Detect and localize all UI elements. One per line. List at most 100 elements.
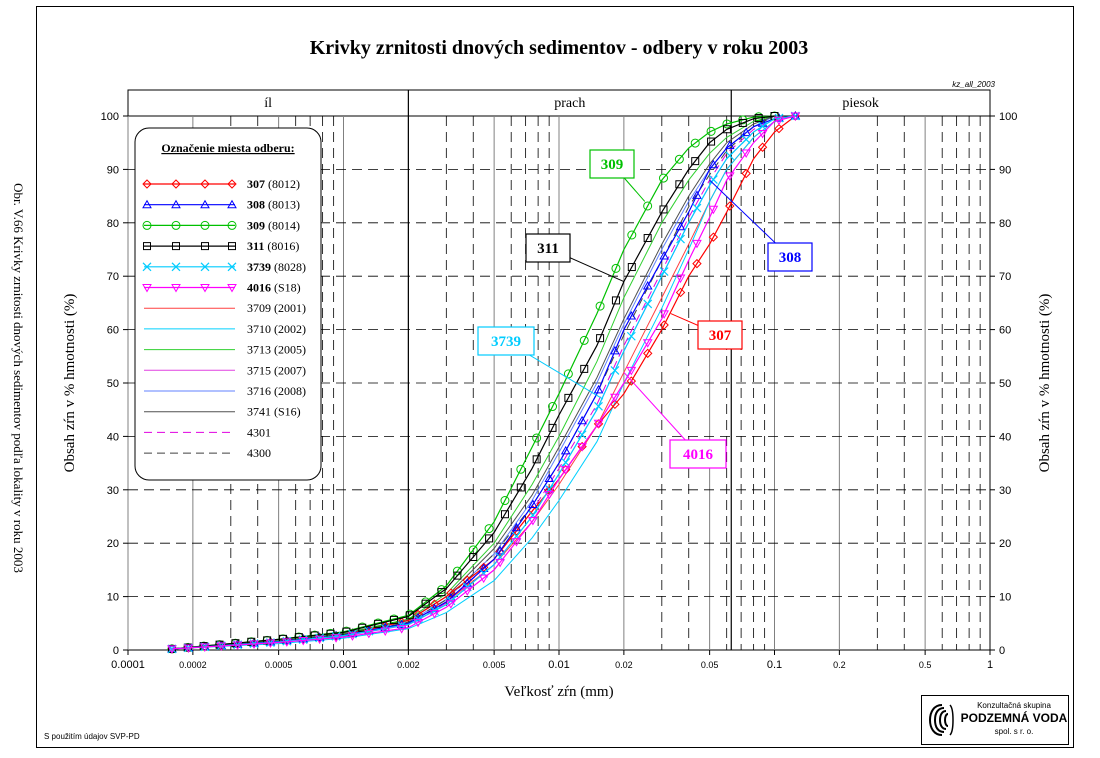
data-point	[643, 348, 653, 359]
data-point	[249, 638, 259, 647]
legend-item-3716: 3716 (2008)	[144, 384, 306, 398]
data-point-stroke	[200, 262, 210, 272]
legend-label: 3739 (8028)	[247, 260, 306, 274]
legend-label: 4301	[247, 425, 271, 439]
callout-309: 309	[589, 149, 646, 202]
legend-box	[134, 127, 322, 481]
callout-label: 308	[779, 250, 802, 266]
data-point	[626, 310, 637, 320]
logo-legal: spol. s r. o.	[994, 727, 1034, 736]
data-point	[511, 538, 522, 547]
legend: Označenie miesta odberu: 307 (8012) 308 (8…	[134, 127, 322, 481]
data-point	[659, 173, 669, 183]
y-tick-label-left: 60	[107, 325, 119, 337]
data-point	[754, 114, 763, 123]
data-point	[577, 430, 587, 440]
y-tick-label-left: 90	[107, 164, 119, 176]
data-point	[511, 522, 522, 532]
y-tick-label-right: 50	[999, 378, 1011, 390]
data-point	[708, 175, 718, 185]
data-point	[142, 179, 152, 189]
data-point-stroke	[315, 633, 325, 643]
data-point	[347, 632, 358, 641]
x-tick-label: 0.01	[548, 659, 569, 671]
data-point	[659, 267, 669, 277]
data-point	[659, 310, 670, 319]
data-point-stroke	[725, 151, 735, 161]
callout-box	[477, 326, 535, 356]
y-tick-label-right: 20	[999, 538, 1011, 550]
legend-label: 309 (8014)	[247, 218, 300, 232]
data-point	[200, 284, 210, 293]
callout-box	[669, 439, 727, 469]
x-tick-label: 0.001	[330, 659, 358, 671]
chart-title: Krivky zrnitosti dnových sedimentov - od…	[309, 37, 809, 59]
y-tick-label-right: 30	[999, 485, 1011, 497]
data-point	[227, 220, 237, 230]
callout-box	[767, 242, 813, 272]
zone-label: prach	[554, 96, 585, 111]
legend-item-4016: 4016 (S18)	[142, 281, 301, 295]
data-point	[722, 125, 731, 134]
y-tick-label-left: 80	[107, 218, 119, 230]
y-tick-label-right: 60	[999, 325, 1011, 337]
data-point	[532, 433, 542, 443]
data-point	[298, 634, 309, 643]
x-tick-label: 0.0001	[111, 659, 145, 671]
data-point	[642, 339, 653, 348]
data-point	[167, 645, 177, 654]
data-point	[298, 636, 309, 646]
data-point	[281, 638, 292, 647]
data-point-stroke	[171, 262, 181, 272]
data-point	[201, 242, 209, 251]
data-point	[611, 296, 620, 305]
data-point	[627, 263, 636, 272]
data-point	[758, 121, 767, 131]
series-line-311	[171, 115, 775, 650]
data-point	[485, 534, 494, 543]
legend-item-307: 307 (8012)	[142, 177, 300, 191]
data-point-stroke	[758, 121, 767, 131]
series-4016	[167, 112, 801, 654]
y-tick-label-left: 40	[107, 431, 119, 443]
data-point	[172, 242, 180, 251]
series-line-309	[171, 115, 775, 650]
legend-label: 3715 (2007)	[247, 363, 306, 377]
legend-item-3710: 3710 (2002)	[144, 322, 306, 336]
data-point	[363, 629, 374, 639]
data-point	[595, 301, 605, 311]
data-point	[200, 199, 210, 209]
legend-label: 4300	[247, 446, 271, 460]
data-point	[548, 402, 558, 412]
data-point-stroke	[577, 430, 587, 440]
data-point	[437, 588, 446, 597]
page-frame	[36, 6, 1074, 748]
legend-item-3715: 3715 (2007)	[144, 363, 306, 377]
y-tick-label-left: 100	[101, 111, 119, 123]
legend-item-308: 308 (8013)	[142, 198, 300, 212]
data-point	[642, 280, 653, 290]
data-point	[708, 205, 719, 215]
data-point	[725, 151, 735, 161]
data-point	[228, 242, 236, 251]
data-point	[643, 234, 652, 243]
data-point	[298, 635, 308, 644]
data-point	[314, 632, 325, 641]
data-point	[610, 393, 620, 403]
y-tick-label-left: 10	[107, 592, 119, 604]
data-point	[227, 179, 237, 189]
company-logo-icon	[928, 704, 954, 736]
data-point	[413, 618, 423, 628]
data-point	[315, 633, 325, 643]
callout-box	[697, 320, 743, 350]
callout-3739: 3739	[477, 326, 604, 400]
legend-label: 3710 (2002)	[247, 322, 306, 336]
y-tick-label-right: 80	[999, 218, 1011, 230]
data-point	[183, 644, 194, 653]
x-tick-label: 0.1	[767, 659, 782, 671]
data-point	[478, 574, 489, 584]
x-tick-label: 0.02	[615, 660, 633, 670]
x-tick-label: 0.0002	[179, 660, 207, 670]
data-point-stroke	[142, 262, 152, 272]
x-tick-label: 0.005	[483, 660, 506, 670]
